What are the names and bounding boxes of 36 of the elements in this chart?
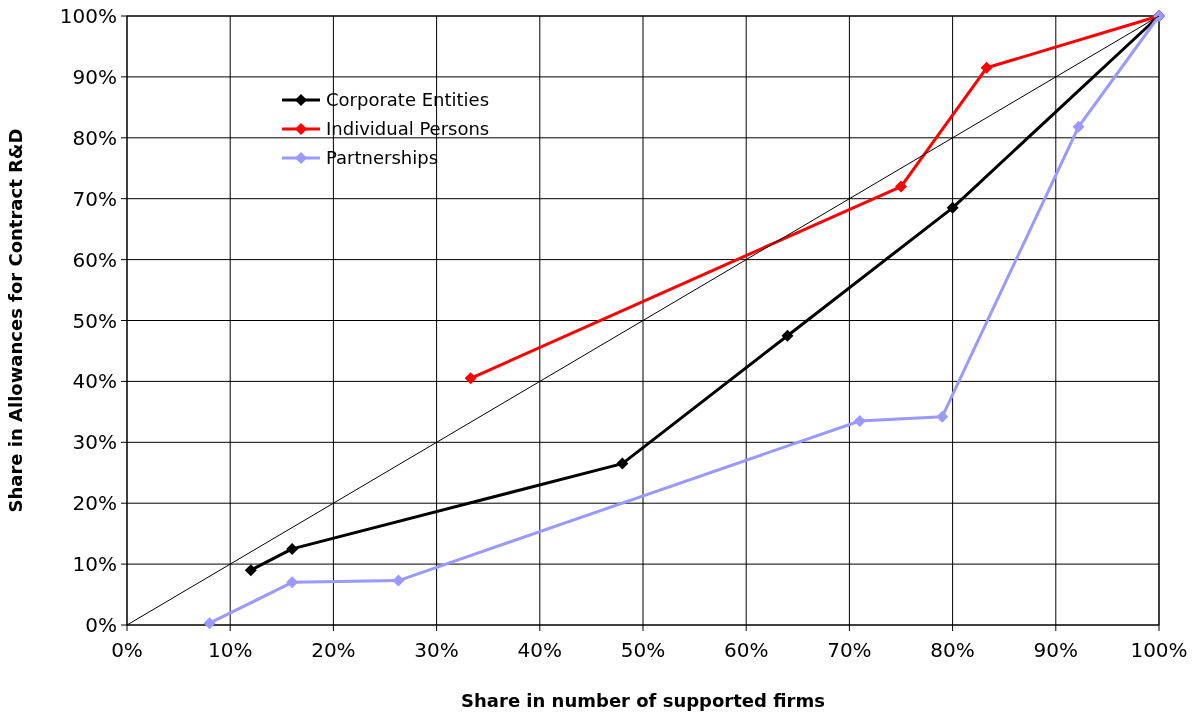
point (946, 201, 959, 214)
point (895, 180, 907, 193)
x-tick-label: 30% (414, 638, 459, 662)
x-tick-label: 10% (207, 638, 253, 662)
y-tick-label: 30% (72, 430, 117, 455)
point (203, 617, 216, 630)
point (616, 457, 629, 470)
point (244, 564, 257, 577)
x-tick-label: 70% (827, 638, 872, 662)
point (286, 542, 299, 555)
point (464, 372, 477, 385)
y-tick-label: 20% (72, 491, 117, 516)
y-tick-label: 50% (72, 308, 117, 333)
x-tick-label: 40% (517, 638, 563, 662)
point (980, 61, 993, 74)
y-tick-label: 90% (72, 64, 117, 89)
x-tick-label: 90% (1033, 638, 1079, 662)
y-tick-label: 0% (85, 613, 117, 637)
x-tick-label: 20% (311, 638, 356, 662)
x-tick-label: 80% (930, 638, 975, 662)
point (781, 329, 794, 342)
x-tick-label: 100% (1130, 638, 1188, 662)
point (936, 410, 949, 423)
x-tick-label: 0% (111, 638, 143, 662)
x-axis-title: Share in number of supported firms (461, 690, 825, 711)
y-tick-label: 100% (59, 4, 117, 28)
y-tick-label: 60% (72, 247, 117, 272)
y-tick-label: 80% (72, 125, 117, 150)
point (853, 414, 866, 427)
x-tick-label: 50% (620, 638, 666, 662)
point (1072, 120, 1085, 133)
y-tick-label: 70% (72, 186, 117, 211)
y-axis-title: Share in Allowances for Contract R&D (5, 128, 26, 513)
x-tick-label: 60% (723, 638, 769, 662)
y-tick-label: 10% (72, 552, 117, 577)
y-tick-label: 40% (72, 369, 117, 394)
